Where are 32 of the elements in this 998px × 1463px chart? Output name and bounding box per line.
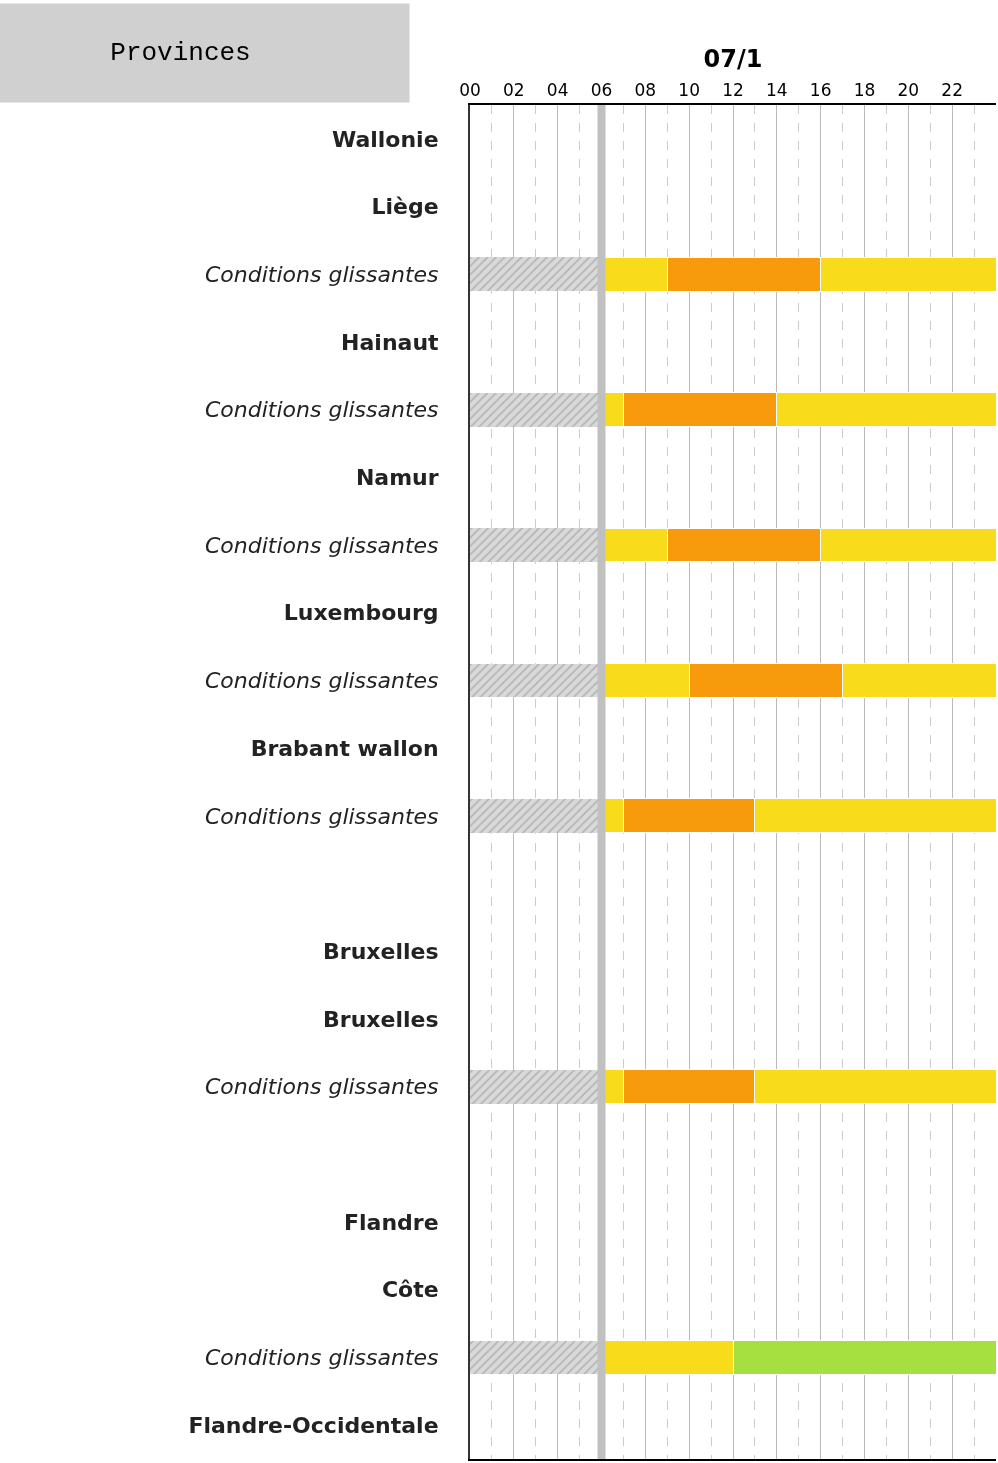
x-tick-label: 14 bbox=[766, 80, 788, 101]
y-tick-label: Bruxelles bbox=[323, 1006, 439, 1032]
y-tick-label: Conditions glissantes bbox=[204, 397, 439, 423]
x-tick-label: 00 bbox=[459, 80, 481, 101]
x-tick-label: 06 bbox=[590, 80, 613, 101]
y-tick-label: Conditions glissantes bbox=[204, 668, 439, 694]
y-tick-label: Bruxelles bbox=[323, 938, 439, 964]
y-tick-label: Flandre bbox=[343, 1209, 439, 1235]
y-tick-label: Côte bbox=[381, 1277, 439, 1303]
y-tick-label: Hainaut bbox=[341, 329, 440, 355]
y-axis-title: Provinces bbox=[110, 38, 251, 68]
y-tick-label: Wallonie bbox=[331, 126, 439, 152]
x-tick-label: 12 bbox=[722, 80, 744, 101]
x-tick-label: 10 bbox=[678, 80, 700, 101]
x-tick-label: 16 bbox=[809, 80, 832, 101]
y-tick-label: Flandre-Occidentale bbox=[188, 1412, 439, 1438]
y-tick-label: Luxembourg bbox=[283, 600, 439, 626]
x-axis-title: 07/1 bbox=[703, 44, 763, 73]
x-tick-label: 04 bbox=[546, 80, 569, 101]
x-tick-label: 22 bbox=[941, 80, 963, 101]
x-tick-label: 02 bbox=[503, 80, 525, 101]
x-tick-label: 08 bbox=[634, 80, 657, 101]
y-tick-label: Brabant wallon bbox=[250, 735, 439, 761]
y-tick-label: Conditions glissantes bbox=[204, 1345, 439, 1371]
y-tick-label: Conditions glissantes bbox=[204, 532, 439, 558]
y-tick-label: Conditions glissantes bbox=[204, 261, 439, 287]
x-tick-label: 20 bbox=[897, 80, 920, 101]
y-tick-label: Conditions glissantes bbox=[204, 1074, 439, 1100]
y-tick-label: Namur bbox=[355, 465, 439, 491]
y-tick-label: Liège bbox=[371, 194, 439, 220]
y-tick-label: Conditions glissantes bbox=[204, 803, 439, 829]
x-tick-label: 18 bbox=[853, 80, 876, 101]
